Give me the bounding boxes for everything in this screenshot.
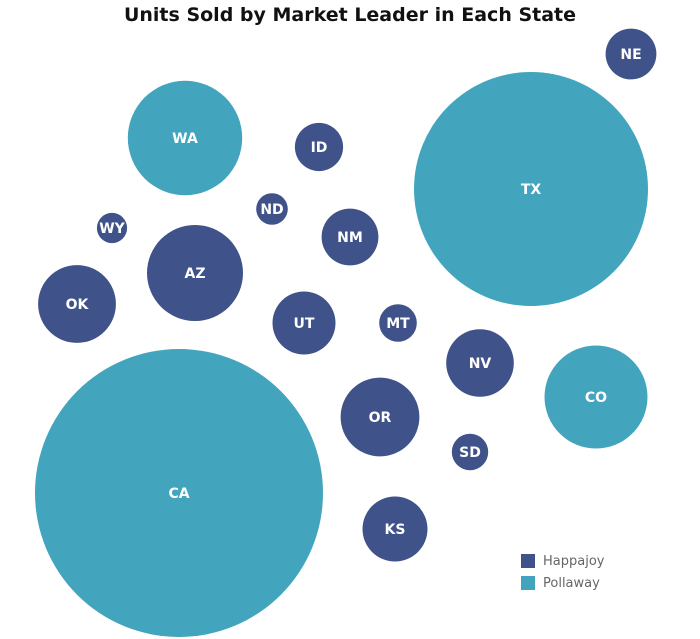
bubble-wa[interactable]: WA	[127, 80, 243, 196]
bubble-label-co: CO	[585, 390, 607, 406]
bubble-label-az: AZ	[185, 266, 206, 282]
legend-label-pollaway: Pollaway	[543, 575, 600, 591]
bubble-circle-ne[interactable]	[605, 28, 657, 80]
bubble-circle-nd[interactable]	[256, 193, 288, 225]
bubble-circle-ks[interactable]	[362, 496, 428, 562]
bubble-label-ne: NE	[620, 47, 641, 63]
bubble-wy[interactable]: WY	[96, 212, 128, 244]
legend-label-happajoy: Happajoy	[543, 553, 605, 569]
bubble-ks[interactable]: KS	[362, 496, 428, 562]
bubble-id[interactable]: ID	[294, 122, 344, 172]
bubble-circle-nv[interactable]	[446, 329, 514, 397]
bubble-circle-id[interactable]	[294, 122, 344, 172]
legend-item-pollaway[interactable]: Pollaway	[521, 572, 604, 594]
bubble-nv[interactable]: NV	[446, 329, 514, 397]
bubble-circle-or[interactable]	[340, 377, 420, 457]
bubble-label-wy: WY	[99, 221, 125, 237]
legend-swatch-happajoy	[521, 554, 535, 568]
bubble-ca[interactable]: CA	[35, 349, 323, 637]
bubble-circle-ok[interactable]	[38, 265, 116, 343]
bubble-az[interactable]: AZ	[147, 225, 243, 321]
bubble-label-tx: TX	[521, 182, 542, 198]
bubble-circle-tx[interactable]	[414, 72, 648, 306]
bubble-label-ks: KS	[385, 522, 406, 538]
bubble-circle-ca[interactable]	[35, 349, 323, 637]
bubble-sd[interactable]: SD	[451, 433, 489, 471]
legend-swatch-pollaway	[521, 576, 535, 590]
bubble-circle-wa[interactable]	[127, 80, 243, 196]
bubble-or[interactable]: OR	[340, 377, 420, 457]
bubble-label-nm: NM	[337, 230, 363, 246]
bubble-circle-nm[interactable]	[321, 208, 379, 266]
bubble-ut[interactable]: UT	[272, 291, 336, 355]
bubble-label-ok: OK	[66, 297, 90, 313]
bubble-circle-co[interactable]	[544, 345, 648, 449]
bubble-circle-az[interactable]	[147, 225, 243, 321]
bubble-label-id: ID	[311, 140, 328, 156]
bubble-circle-wy[interactable]	[96, 212, 128, 244]
bubble-label-wa: WA	[172, 131, 198, 147]
bubble-label-nd: ND	[260, 202, 283, 218]
bubble-label-or: OR	[369, 410, 392, 426]
bubble-ok[interactable]: OK	[38, 265, 116, 343]
bubble-label-ca: CA	[168, 486, 189, 502]
bubble-nm[interactable]: NM	[321, 208, 379, 266]
bubble-ne[interactable]: NE	[605, 28, 657, 80]
bubble-label-nv: NV	[469, 356, 492, 372]
bubble-circle-mt[interactable]	[379, 304, 417, 342]
bubble-circle-sd[interactable]	[451, 433, 489, 471]
bubble-label-ut: UT	[294, 316, 315, 332]
bubble-label-sd: SD	[459, 445, 481, 461]
bubble-label-mt: MT	[386, 316, 410, 332]
bubble-mt[interactable]: MT	[379, 304, 417, 342]
bubble-co[interactable]: CO	[544, 345, 648, 449]
chart-title: Units Sold by Market Leader in Each Stat…	[123, 4, 577, 26]
bubble-nd[interactable]: ND	[256, 193, 288, 225]
bubble-tx[interactable]: TX	[414, 72, 648, 306]
legend: Happajoy Pollaway	[521, 550, 604, 594]
legend-item-happajoy[interactable]: Happajoy	[521, 550, 604, 572]
bubble-circle-ut[interactable]	[272, 291, 336, 355]
